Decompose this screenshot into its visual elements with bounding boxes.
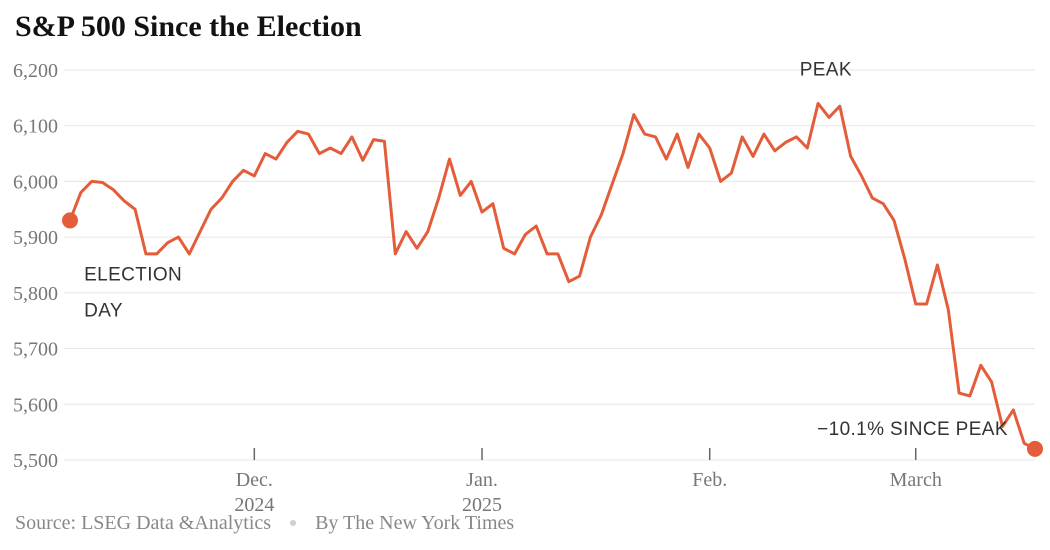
chart-annotation: −10.1% SINCE PEAK (817, 419, 1008, 440)
chart-annotation: DAY (84, 300, 123, 321)
source-separator-dot (290, 520, 296, 526)
source-line: Source: LSEG Data &Analytics By The New … (15, 512, 514, 535)
series-line (70, 103, 1035, 449)
data-marker (62, 212, 78, 228)
x-axis-label: Dec. (236, 469, 273, 491)
chart-annotation: PEAK (800, 60, 852, 81)
data-marker (1027, 441, 1043, 457)
y-axis-label: 5,800 (13, 283, 58, 305)
y-axis-label: 6,000 (13, 171, 58, 193)
y-axis-label: 5,500 (13, 450, 58, 472)
x-axis-label: Jan. (466, 469, 498, 491)
source-text: Source: LSEG Data &Analytics (15, 512, 271, 534)
y-axis-label: 5,600 (13, 394, 58, 416)
y-axis-label: 5,900 (13, 227, 58, 249)
y-axis-label: 6,200 (13, 60, 58, 82)
x-axis-label: Feb. (692, 469, 727, 491)
line-chart: 5,500 5,600 5,700 5,800 5,900 6,000 6,100 6,200… (0, 0, 1050, 550)
y-axis-label: 5,700 (13, 339, 58, 361)
chart-container: S&P 500 Since the Election 5,5005,6005,7… (0, 0, 1050, 550)
x-axis-label: March (890, 469, 942, 491)
y-axis-label: 6,100 (13, 116, 58, 138)
byline-text: By The New York Times (315, 512, 514, 534)
chart-annotation: ELECTION (84, 265, 182, 286)
